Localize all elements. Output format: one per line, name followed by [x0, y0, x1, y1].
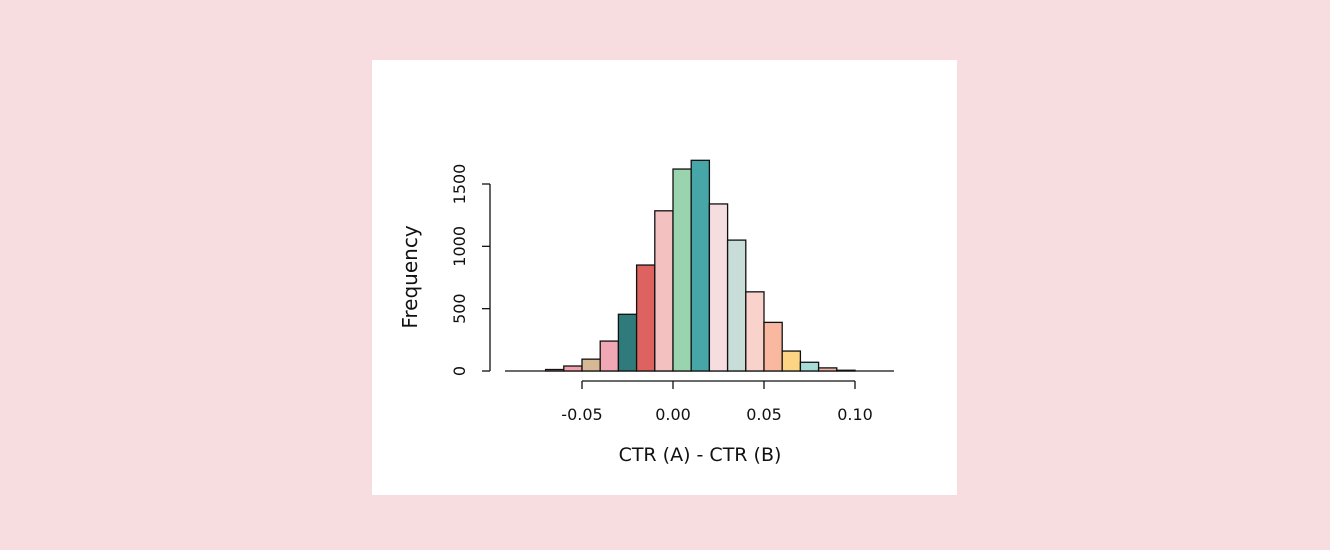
y-axis: 0 500 1000 1500: [450, 164, 491, 376]
y-tick-label: 0: [450, 366, 469, 376]
histogram-bar: [745, 291, 765, 372]
histogram-bar: [635, 264, 656, 372]
histogram-bar: [563, 365, 583, 372]
histogram-bar: [672, 168, 692, 372]
histogram-bar: [690, 159, 711, 372]
x-tick-label: 0.05: [746, 405, 782, 424]
histogram-bar: [544, 368, 565, 372]
histogram-bar: [817, 367, 838, 372]
histogram-bar: [617, 313, 638, 372]
histogram-bar: [763, 321, 783, 372]
histogram-bar: [836, 369, 856, 372]
y-tick-label: 500: [450, 293, 469, 324]
histogram-bar: [599, 340, 620, 372]
x-tick-label: 0.10: [837, 405, 873, 424]
histogram-bar: [799, 361, 820, 372]
y-tick-label: 1500: [450, 164, 469, 205]
histogram-bar: [654, 210, 674, 372]
histogram-bar: [581, 358, 601, 372]
x-axis: -0.05 0.00 0.05 0.10: [561, 380, 873, 424]
x-tick-label: 0.00: [655, 405, 691, 424]
x-axis-label: CTR (A) - CTR (B): [619, 444, 782, 466]
y-axis-label: Frequency: [398, 225, 422, 328]
histogram-bar: [726, 239, 747, 372]
histogram-bar: [708, 203, 729, 372]
x-tick-label: -0.05: [561, 405, 602, 424]
histogram-bar: [781, 350, 802, 372]
y-tick-label: 1000: [450, 226, 469, 267]
histogram-bars: [544, 159, 856, 372]
